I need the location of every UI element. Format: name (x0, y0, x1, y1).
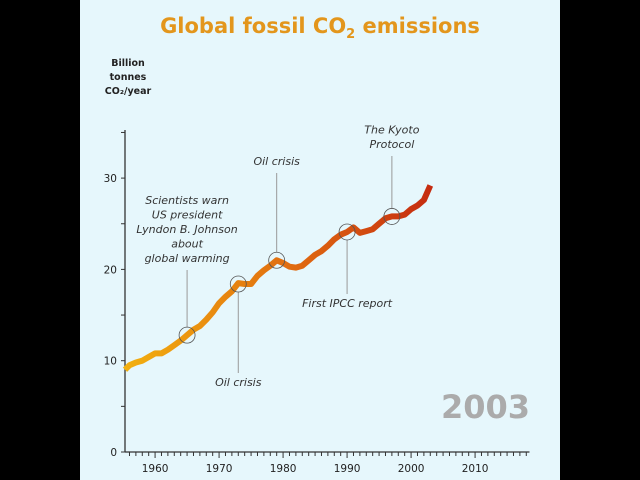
x-tick-label: 2010 (462, 463, 489, 475)
annotation-marker-circle (383, 208, 401, 225)
title-subscript: 2 (346, 27, 356, 43)
y-axis-label: Billion tonnes CO₂/year (92, 57, 164, 99)
x-tick-label: 1980 (270, 463, 297, 475)
annotation-label: US president (152, 209, 223, 222)
series-line (122, 184, 434, 372)
chart-panel (80, 0, 560, 480)
y-tick-label: 0 (110, 447, 117, 459)
annotation-label: Lyndon B. Johnson (136, 223, 237, 236)
current-year-label: 2003 (440, 388, 530, 426)
annotation-label: Oil crisis (215, 376, 262, 389)
annotation-label: about (171, 238, 203, 251)
title-main: Global fossil CO (160, 14, 347, 38)
annotation-marker-circle (229, 275, 247, 293)
y-axis-label-line: CO₂/year (104, 86, 152, 97)
annotation-marker-circle (338, 223, 356, 241)
annotation-label: The Kyoto (364, 124, 419, 137)
y-tick-label: 20 (104, 264, 117, 276)
y-axis-label-line: Billion (111, 58, 145, 69)
y-tick-label: 30 (104, 173, 117, 185)
annotation-marker-circle (178, 326, 196, 344)
x-tick-label: 1990 (334, 463, 361, 475)
x-tick-label: 1960 (142, 463, 169, 475)
annotation-label: Oil crisis (253, 155, 300, 168)
chart-title: Global fossil CO2 emissions (80, 14, 560, 42)
annotation-label: First IPCC report (302, 297, 393, 310)
annotation-markers (178, 208, 401, 344)
x-tick-label: 2000 (398, 463, 425, 475)
annotation-label: Protocol (369, 138, 414, 151)
annotation-label: global warming (145, 252, 230, 265)
annotation-label: Scientists warn (145, 194, 229, 207)
y-tick-label: 10 (104, 356, 117, 368)
axes: 0 10 20 30 1960 1970 1980 1990 2000 2010 (104, 130, 530, 475)
annotation-marker-circle (268, 251, 286, 269)
y-axis-label-line: tonnes (109, 72, 147, 83)
title-suffix: emissions (355, 14, 480, 38)
x-tick-label: 1970 (206, 463, 233, 475)
